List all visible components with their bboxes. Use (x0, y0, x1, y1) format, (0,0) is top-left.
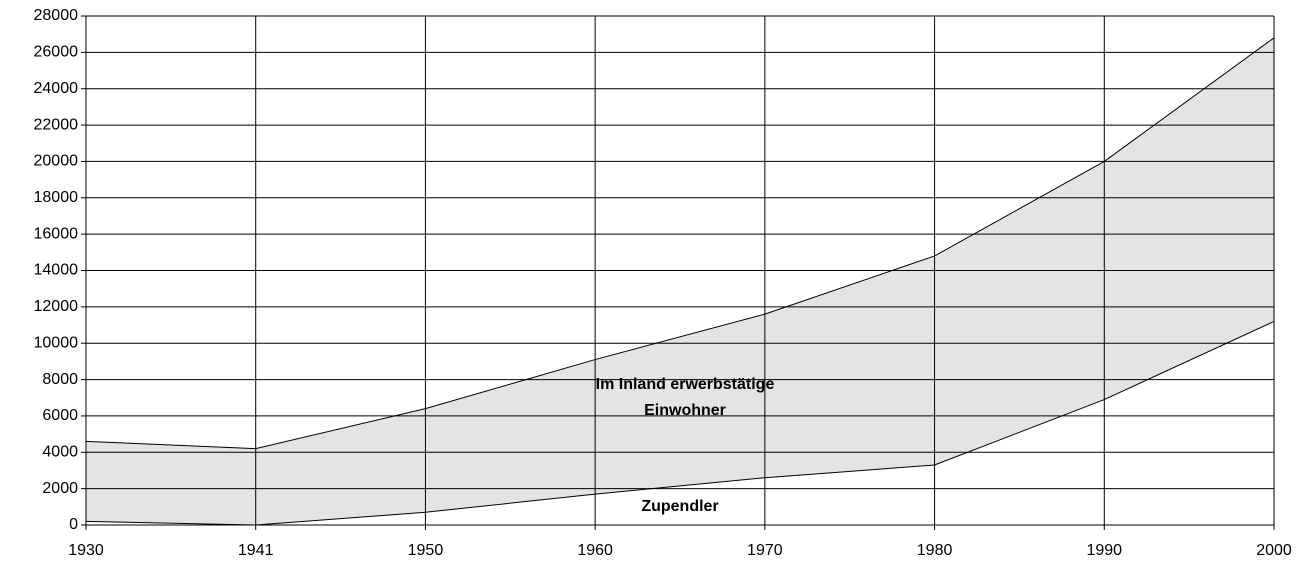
x-tick-label: 1980 (917, 542, 953, 559)
y-tick-label: 0 (69, 516, 78, 533)
y-tick-label: 12000 (34, 298, 79, 315)
y-tick-label: 14000 (34, 262, 79, 279)
y-tick-label: 10000 (34, 334, 79, 351)
y-tick-label: 6000 (42, 407, 78, 424)
y-tick-label: 28000 (34, 7, 79, 24)
area (86, 321, 1274, 525)
line (85, 37, 1275, 450)
y-tick-label: 2000 (42, 480, 78, 497)
x-tick-label: 1950 (408, 542, 444, 559)
x-tick-label: 1990 (1086, 542, 1122, 559)
x-tick-label: 1941 (238, 542, 274, 559)
y-tick-label: 20000 (34, 153, 79, 170)
y-tick-label: 16000 (34, 225, 79, 242)
y-tick-label: 22000 (34, 116, 79, 133)
x-tick-label: 2000 (1256, 542, 1292, 559)
series-label: Im Inland erwerbstätige Einwohner (595, 376, 775, 419)
line (85, 320, 1275, 526)
x-tick-label: 1960 (577, 542, 613, 559)
x-tick-label: 1970 (747, 542, 783, 559)
x-tick-label: 1930 (68, 542, 104, 559)
y-tick-label: 8000 (42, 371, 78, 388)
y-tick-label: 26000 (34, 44, 79, 61)
series-label: Zupendler (641, 498, 719, 515)
y-tick-label: 24000 (34, 80, 79, 97)
y-tick-label: 18000 (34, 189, 79, 206)
y-tick-label: 4000 (42, 444, 78, 461)
area (86, 37, 1274, 526)
